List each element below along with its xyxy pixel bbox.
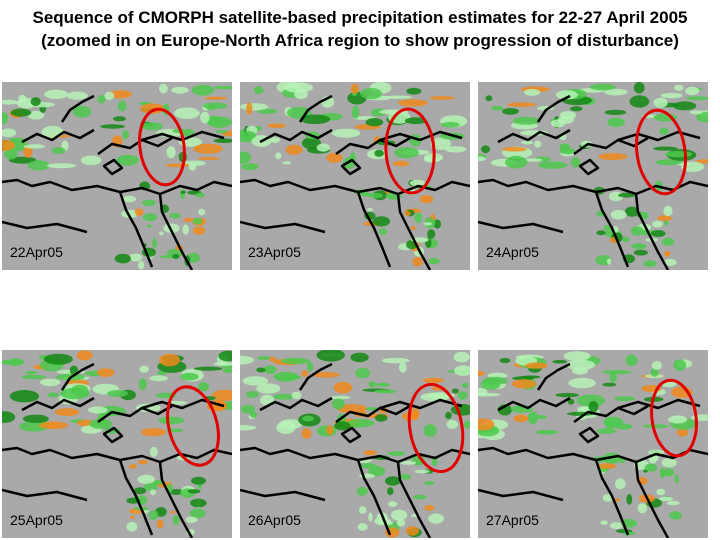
- panel-date-label: 22Apr05: [10, 244, 63, 260]
- precipitation-map-panel: 22Apr05: [2, 82, 232, 270]
- coastlines: [240, 94, 470, 270]
- precipitation-map: [478, 82, 708, 270]
- panel-date-label: 27Apr05: [486, 512, 539, 528]
- disturbance-highlight-ellipse: [407, 382, 465, 474]
- precipitation-map-panel: 27Apr05: [478, 350, 708, 538]
- panel-date-label: 25Apr05: [10, 512, 63, 528]
- precipitation-map-panel: 26Apr05: [240, 350, 470, 538]
- precipitation-map: [2, 350, 232, 538]
- precipitation-map: [478, 350, 708, 538]
- disturbance-highlight-ellipse: [384, 107, 436, 195]
- figure-title: Sequence of CMORPH satellite-based preci…: [0, 6, 720, 52]
- precipitation-map: [240, 350, 470, 538]
- precipitation-map-panel: 25Apr05: [2, 350, 232, 538]
- panel-date-label: 23Apr05: [248, 244, 301, 260]
- coastlines: [2, 94, 232, 270]
- title-line-1: Sequence of CMORPH satellite-based preci…: [32, 8, 688, 27]
- precipitation-map: [2, 82, 232, 270]
- precipitation-map-panel: 23Apr05: [240, 82, 470, 270]
- disturbance-highlight-ellipse: [138, 107, 186, 187]
- disturbance-highlight-ellipse: [166, 385, 220, 467]
- coastlines: [2, 362, 232, 538]
- precipitation-map-panel: 24Apr05: [478, 82, 708, 270]
- coastlines: [240, 362, 470, 538]
- precipitation-map: [240, 82, 470, 270]
- panel-date-label: 24Apr05: [486, 244, 539, 260]
- title-line-2: (zoomed in on Europe-North Africa region…: [41, 31, 679, 50]
- rain-field: [2, 350, 232, 536]
- panel-date-label: 26Apr05: [248, 512, 301, 528]
- coastlines: [478, 362, 708, 538]
- disturbance-highlight-ellipse: [635, 108, 687, 196]
- disturbance-highlight-ellipse: [650, 378, 698, 458]
